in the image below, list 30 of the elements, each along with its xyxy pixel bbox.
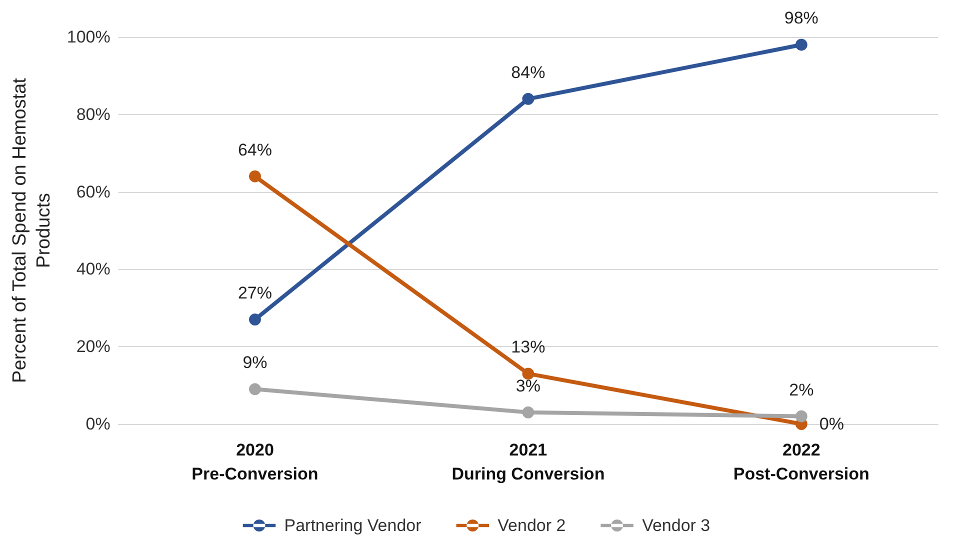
data-label: 13% xyxy=(511,338,546,357)
point xyxy=(522,368,534,380)
y-tick-label: 40% xyxy=(76,260,110,279)
data-label: 27% xyxy=(238,284,272,303)
x-tick-label: 2022 Post-Conversion xyxy=(733,440,870,484)
point xyxy=(248,314,261,326)
y-tick-label: 100% xyxy=(66,28,110,46)
point xyxy=(795,410,808,422)
y-tick-label: 60% xyxy=(76,182,110,202)
y-tick-label: 0% xyxy=(86,414,110,434)
legend-label: Vendor 3 xyxy=(642,516,710,535)
y-tick-label: 80% xyxy=(76,104,110,124)
data-label: 84% xyxy=(511,62,546,82)
point xyxy=(795,38,808,51)
point xyxy=(522,92,534,105)
data-label: 2% xyxy=(789,380,814,400)
data-label: 0% xyxy=(819,414,844,434)
x-tick-label: 2020 Pre-Conversion xyxy=(192,440,318,484)
point xyxy=(522,406,534,418)
point xyxy=(248,170,261,182)
data-label: 98% xyxy=(784,8,818,28)
point xyxy=(248,383,261,396)
y-axis-title: Percent of Total Spend on Hemostat Products xyxy=(10,77,54,383)
legend-label: Vendor 2 xyxy=(498,516,566,535)
data-label: 3% xyxy=(516,376,540,396)
y-tick-label: 20% xyxy=(76,337,110,356)
legend-label: Partnering Vendor xyxy=(284,516,422,535)
data-label: 9% xyxy=(242,353,268,372)
data-label: 64% xyxy=(238,140,272,160)
x-tick-label: 2021 During Conversion xyxy=(452,440,605,484)
